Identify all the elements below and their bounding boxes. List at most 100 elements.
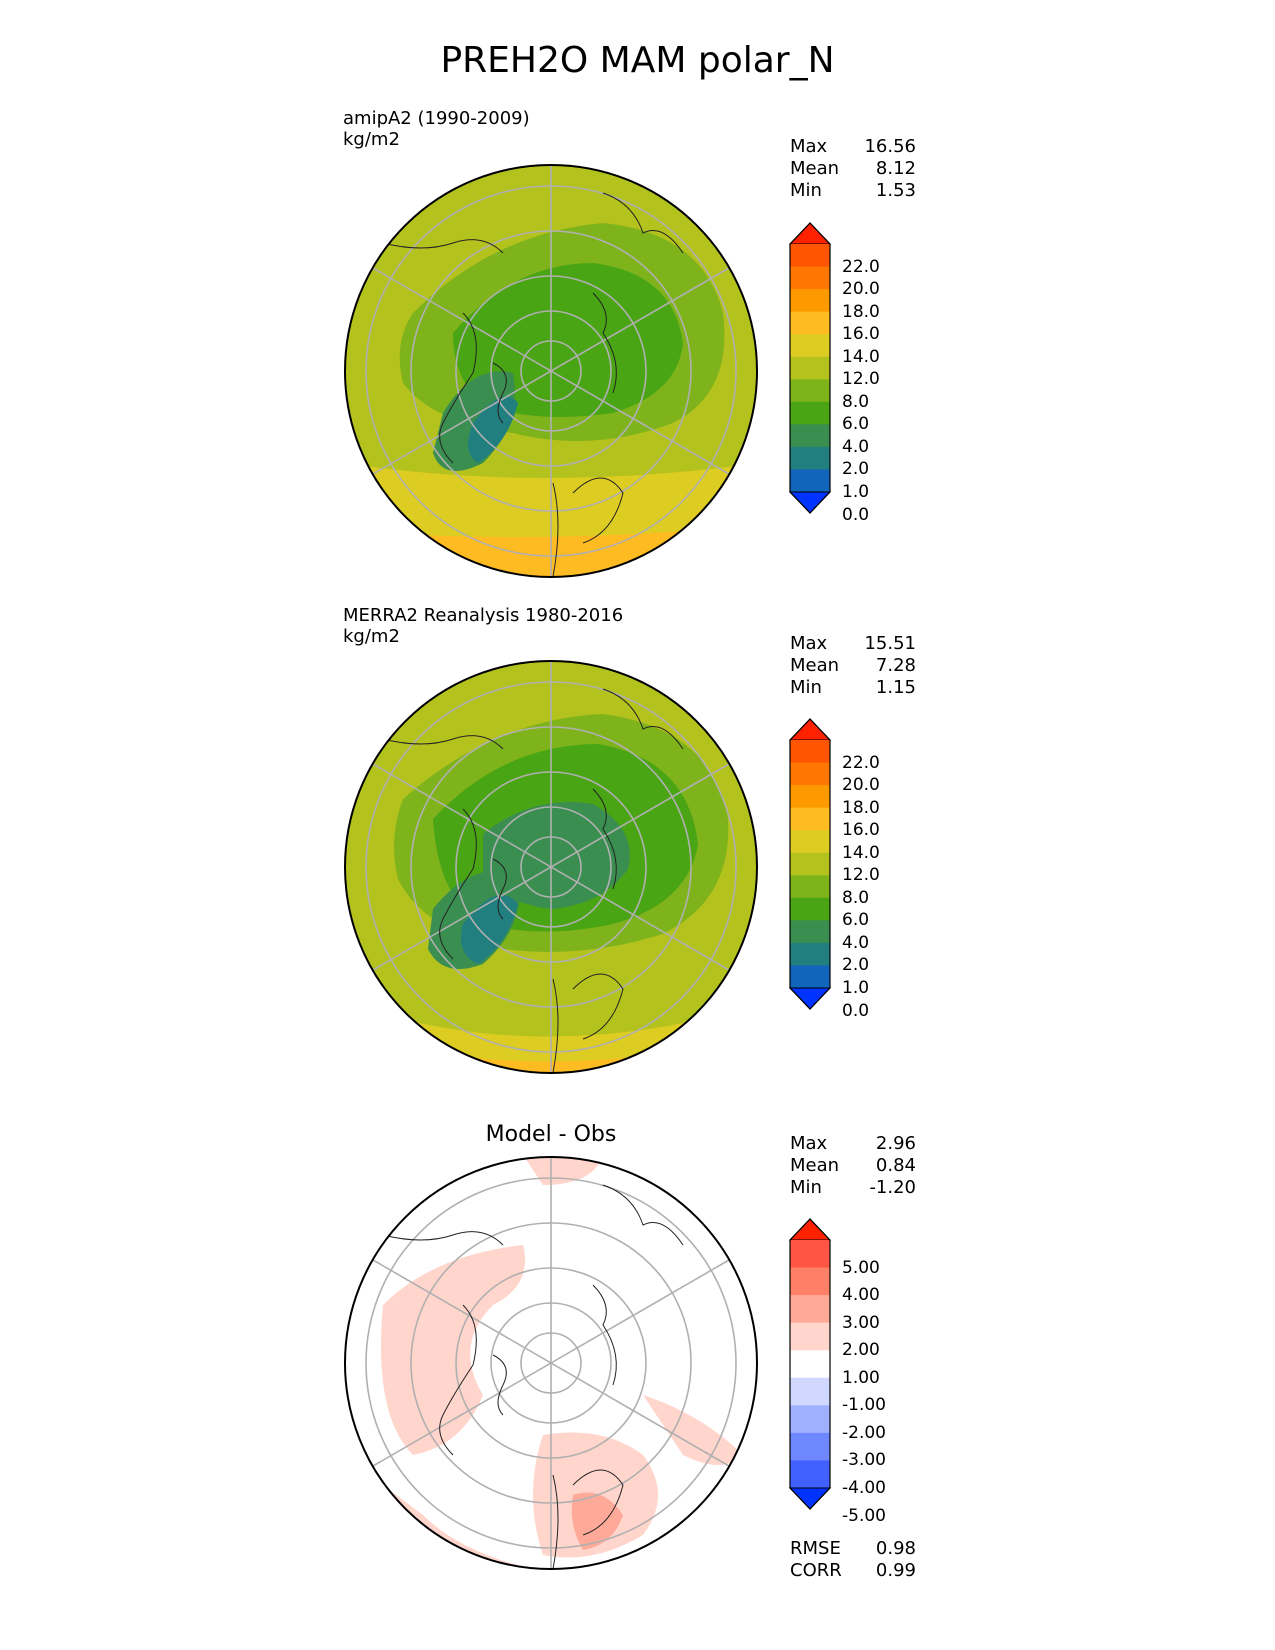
colorbar-tick-label: 8.0 [842, 391, 870, 412]
stat-label: Min [790, 180, 822, 201]
panel1-subtitle: amipA2 (1990-2009) [343, 108, 530, 129]
colorbar-tick-label: 2.0 [842, 955, 870, 976]
colorbar-bin [790, 1240, 830, 1269]
stat-label: Max [790, 1133, 828, 1154]
colorbar-bin [790, 356, 830, 380]
colorbar-bin [790, 920, 830, 944]
colorbar-tick-label: 5.00 [842, 1257, 880, 1278]
colorbar-tick-label: 1.0 [842, 482, 870, 502]
colorbar-tick-label: -2.00 [842, 1422, 886, 1443]
colorbar-bin [790, 311, 830, 335]
colorbar-extend-min [788, 1487, 832, 1510]
colorbar-tick-label: 4.0 [842, 932, 870, 953]
stat-label: Min [790, 677, 822, 698]
colorbar-bin [790, 469, 830, 493]
colorbar-tick-label: 14.0 [842, 346, 880, 367]
stat-value: 7.28 [875, 655, 916, 676]
colorbar-bin [790, 1405, 830, 1434]
colorbar-bin [790, 1350, 830, 1379]
colorbar-tick-label: 16.0 [842, 324, 880, 345]
stat-label: Mean [790, 1155, 840, 1176]
stat-value: 16.56 [864, 136, 916, 157]
colorbar-tick-label: 22.0 [842, 256, 880, 277]
stat-value: 8.12 [875, 158, 916, 179]
stat-value: 15.51 [864, 633, 916, 654]
colorbar-bin [790, 1295, 830, 1324]
colorbar-tick-label: 8.0 [842, 887, 870, 908]
colorbar-bin [790, 830, 830, 854]
colorbar-bin [790, 401, 830, 425]
colorbar-extend-min [788, 987, 832, 1010]
colorbar-extend-max [788, 718, 832, 741]
colorbar-bin [790, 424, 830, 448]
panel2-units: kg/m2 [343, 626, 400, 647]
panel2-polar-map [344, 660, 758, 1074]
panel3-colorbar [788, 1218, 832, 1510]
colorbar-tick-label: 20.0 [842, 775, 880, 796]
colorbar-extend-max [788, 1218, 832, 1241]
metric-label: RMSE [790, 1538, 841, 1559]
metric-label: CORR [790, 1560, 842, 1581]
colorbar-bin [790, 807, 830, 831]
stat-label: Max [790, 633, 828, 654]
panel3-title: Model - Obs [485, 1122, 617, 1147]
colorbar-bin [790, 1377, 830, 1406]
page-title: PREH2O MAM polar_N [440, 40, 835, 81]
panel1-units: kg/m2 [343, 129, 400, 150]
colorbar-bin [790, 897, 830, 921]
stat-value: 1.15 [875, 677, 916, 698]
colorbar-tick-label: 12.0 [842, 865, 880, 886]
stat-value: 0.84 [875, 1155, 916, 1176]
panel1-polar-map [344, 164, 758, 578]
colorbar-bin [790, 1267, 830, 1296]
panel3-stats: Max 2.96 Mean 0.84 Min -1.20 [790, 1133, 916, 1199]
colorbar-bin [790, 1432, 830, 1461]
colorbar-tick-label: 22.0 [842, 752, 880, 773]
colorbar-bin [790, 244, 830, 268]
stat-label: Min [790, 1177, 822, 1198]
colorbar-tick-label: 6.0 [842, 414, 870, 435]
panel2-stats: Max 15.51 Mean 7.28 Min 1.15 [790, 633, 916, 699]
colorbar-bin [790, 334, 830, 358]
colorbar-tick-label: 4.00 [842, 1285, 880, 1306]
colorbar-tick-label: 1.00 [842, 1367, 880, 1388]
colorbar-tick-label: 3.00 [842, 1312, 880, 1333]
colorbar-tick-label: 0.0 [842, 504, 870, 525]
colorbar-bin [790, 289, 830, 313]
colorbar-tick-label: -3.00 [842, 1450, 886, 1471]
colorbar-tick-label: 12.0 [842, 369, 880, 390]
panel2-colorbar [788, 718, 832, 1010]
metric-value: 0.99 [875, 1560, 916, 1581]
stat-value: -1.20 [869, 1177, 916, 1198]
panel3-polar-map [344, 1156, 758, 1570]
colorbar-tick-label: 18.0 [842, 301, 880, 322]
colorbar-bin [790, 852, 830, 876]
stat-label: Mean [790, 158, 840, 179]
colorbar-tick-label: 16.0 [842, 820, 880, 841]
colorbar-bin [790, 1322, 830, 1351]
stat-label: Max [790, 136, 828, 157]
colorbar-bin [790, 965, 830, 989]
colorbar-bin [790, 379, 830, 403]
colorbar-tick-label: 14.0 [842, 842, 880, 863]
colorbar-tick-label: 18.0 [842, 797, 880, 818]
colorbar-tick-label: 2.0 [842, 459, 870, 480]
colorbar-bin [790, 942, 830, 966]
colorbar-extend-max [788, 222, 832, 245]
colorbar-bin [790, 762, 830, 786]
colorbar-tick-label: 1.0 [842, 978, 870, 998]
panel2-subtitle: MERRA2 Reanalysis 1980-2016 [343, 605, 624, 626]
colorbar-bin [790, 446, 830, 470]
colorbar-tick-label: 20.0 [842, 279, 880, 300]
colorbar-tick-label: -5.00 [842, 1505, 886, 1526]
colorbar-tick-label: 2.00 [842, 1340, 880, 1361]
colorbar-bin [790, 875, 830, 899]
colorbar-tick-label: 0.0 [842, 1000, 870, 1021]
stat-value: 1.53 [875, 180, 916, 201]
colorbar-extend-min [788, 491, 832, 514]
metric-value: 0.98 [875, 1538, 916, 1559]
panel1-colorbar [788, 222, 832, 514]
colorbar-tick-label: -1.00 [842, 1395, 886, 1416]
panel3-metrics: RMSE 0.98 CORR 0.99 [790, 1538, 916, 1582]
colorbar-bin [790, 266, 830, 290]
